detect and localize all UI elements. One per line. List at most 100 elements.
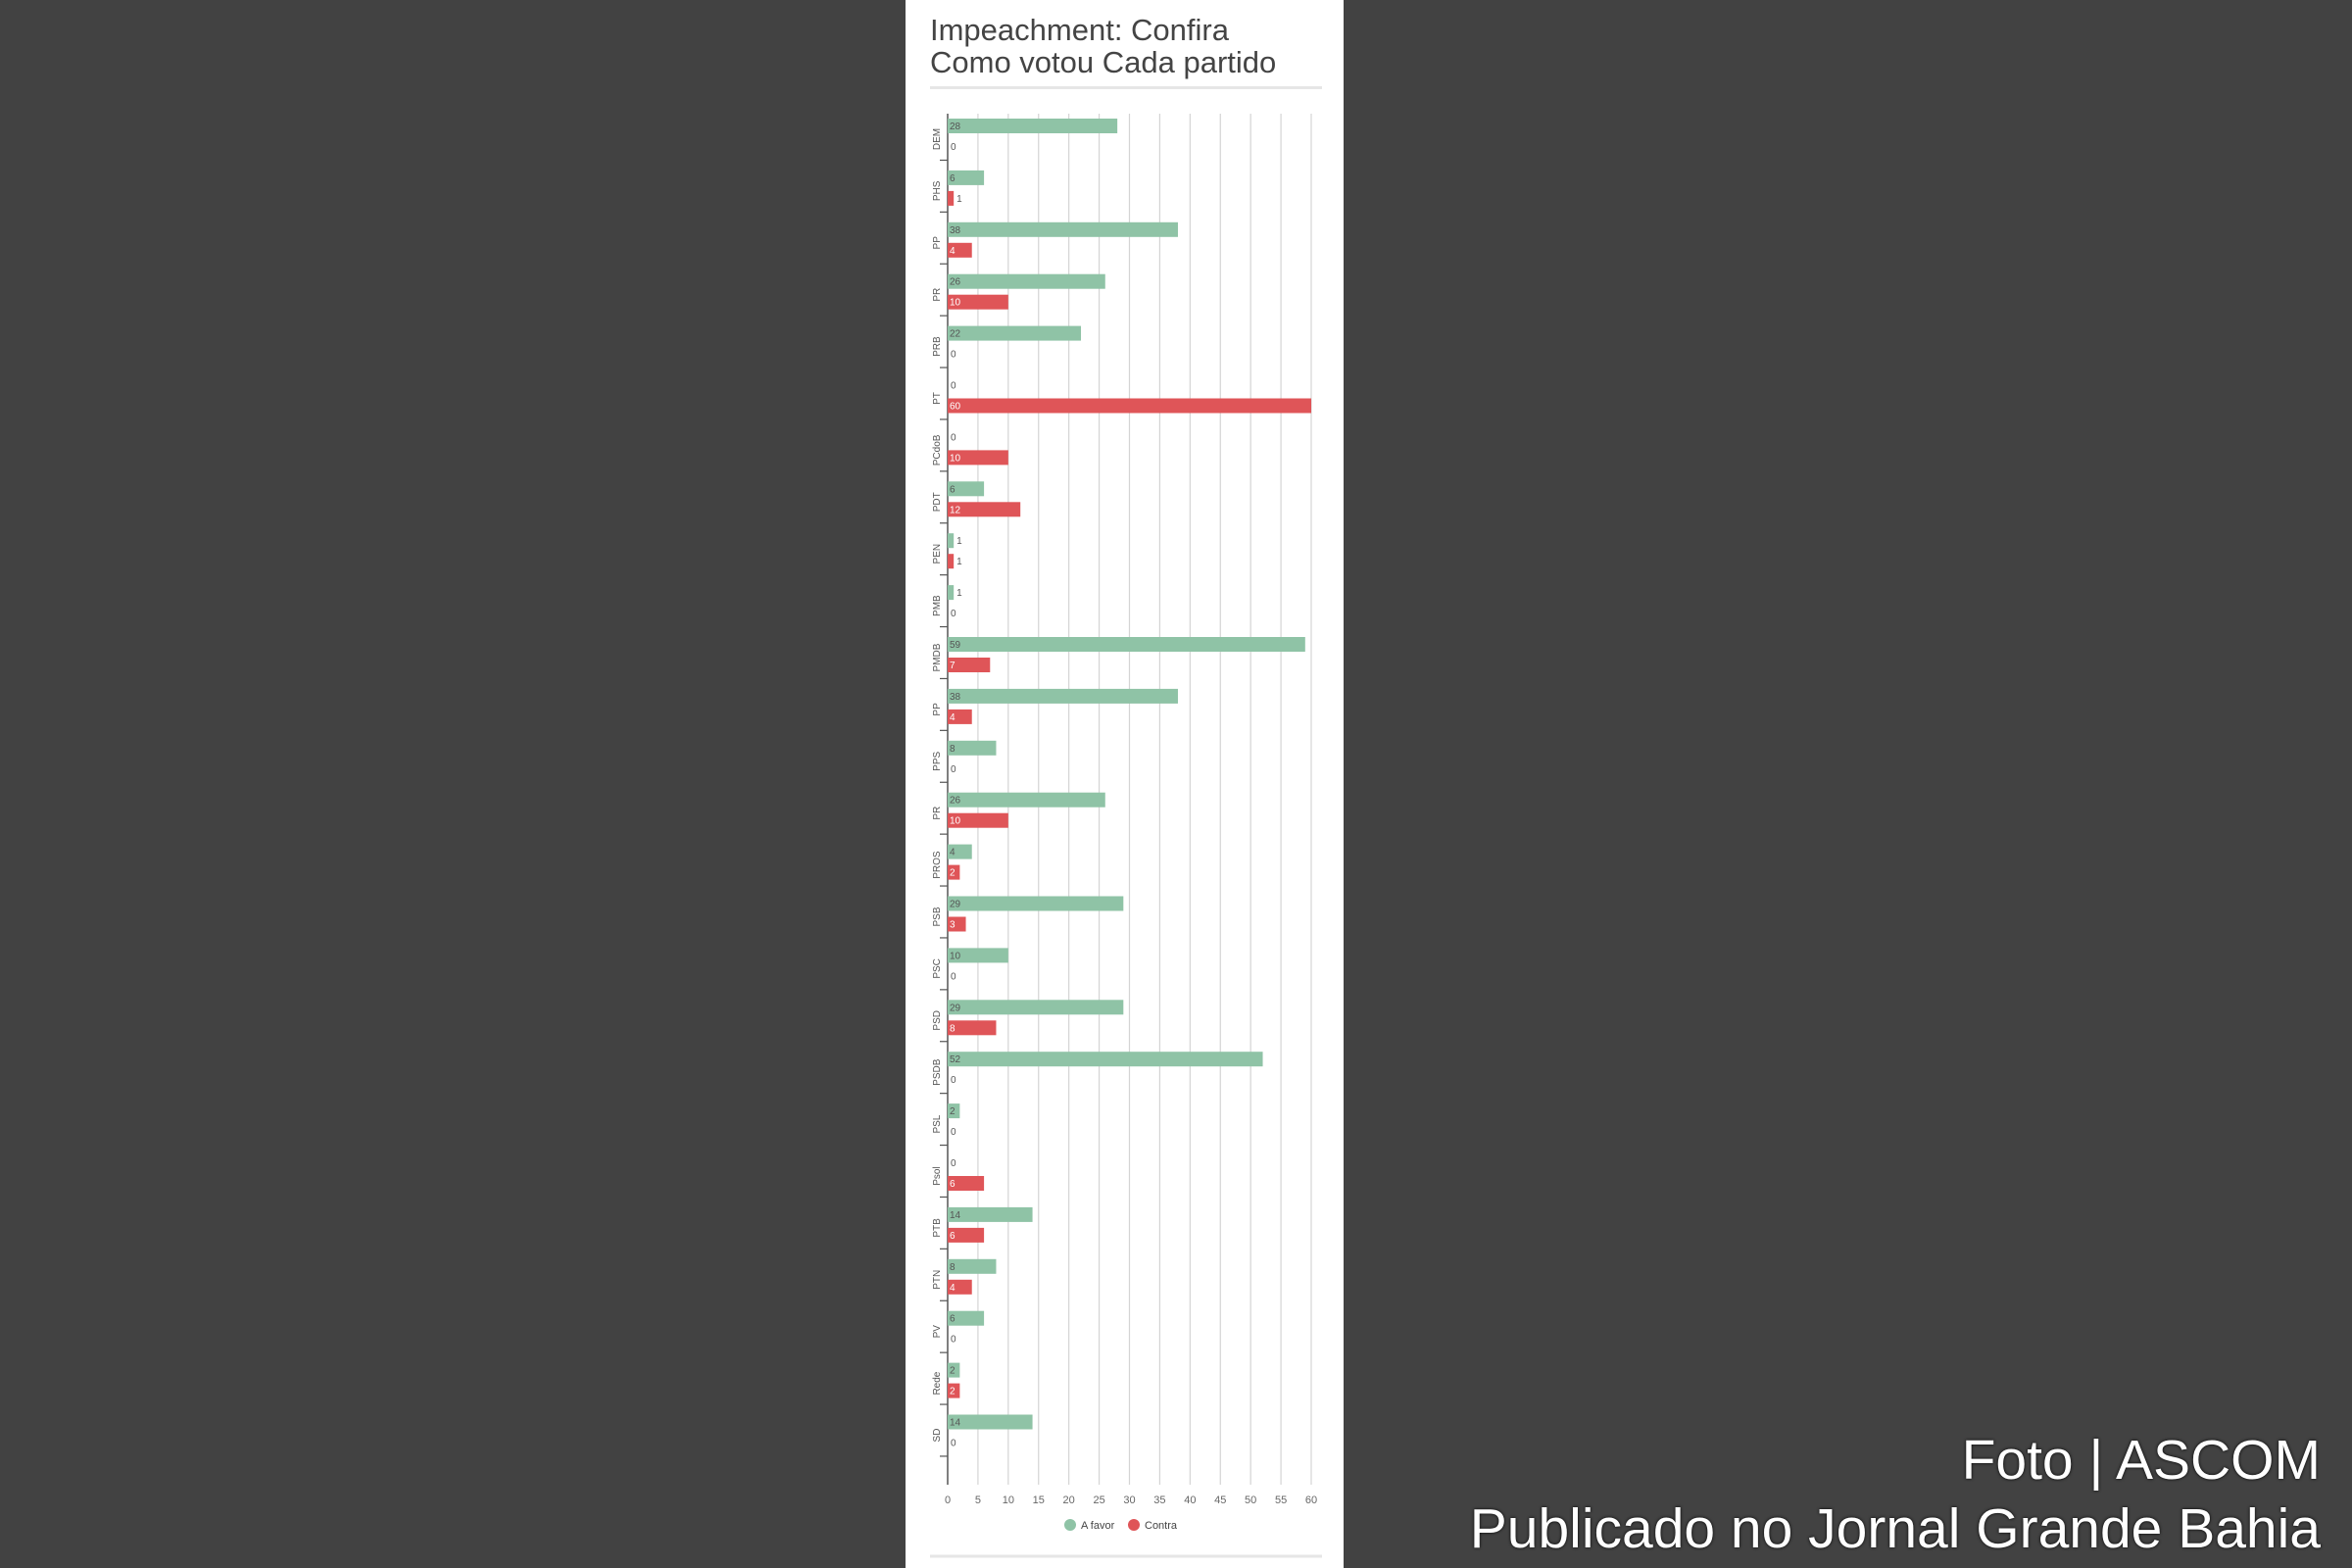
category-label: PT [932, 392, 943, 405]
data-label: 0 [951, 1075, 956, 1086]
category-label: PHS [932, 180, 943, 201]
data-label: 10 [950, 453, 961, 464]
x-tick-label: 5 [975, 1494, 981, 1506]
data-label: 26 [950, 277, 961, 288]
data-label: 6 [950, 484, 956, 495]
category-label: PP [932, 703, 943, 716]
data-label: 2 [950, 1106, 956, 1117]
data-label: 2 [950, 1366, 956, 1377]
data-label: 0 [951, 1158, 956, 1169]
bar-a-favor [948, 1103, 960, 1119]
bar-a-favor [948, 273, 1105, 289]
bar-contra [948, 1176, 985, 1191]
data-label: 4 [950, 848, 956, 858]
data-label: 2 [950, 1387, 956, 1397]
category-label: PR [932, 288, 943, 302]
x-tick-label: 15 [1033, 1494, 1045, 1506]
bar-contra [948, 554, 955, 569]
data-label: 0 [951, 609, 956, 619]
category-label: PSD [932, 1010, 943, 1031]
category-label: DEM [932, 128, 943, 150]
bar-a-favor [948, 533, 955, 549]
category-label: PPS [932, 751, 943, 770]
x-tick-label: 30 [1123, 1494, 1135, 1506]
data-label: 60 [950, 402, 961, 413]
bar-contra [948, 916, 966, 932]
data-label: 29 [950, 900, 961, 910]
data-label: 2 [950, 868, 956, 879]
category-label: PCdoB [932, 434, 943, 466]
data-label: 1 [956, 557, 962, 567]
data-label: 7 [950, 661, 956, 671]
data-label: 6 [950, 1314, 956, 1325]
data-label: 38 [950, 692, 961, 703]
bar-contra [948, 812, 1008, 828]
category-label: PMDB [932, 643, 943, 671]
data-label: 52 [950, 1054, 961, 1065]
data-label: 4 [950, 1283, 956, 1294]
x-tick-label: 20 [1063, 1494, 1075, 1506]
legend-label-contra: Contra [1145, 1520, 1178, 1532]
x-tick-label: 0 [945, 1494, 951, 1506]
bar-a-favor [948, 792, 1105, 808]
bar-a-favor [948, 740, 997, 756]
bar-a-favor [948, 1310, 985, 1326]
data-label: 0 [951, 432, 956, 443]
bar-contra [948, 1020, 997, 1036]
bar-contra [948, 1279, 972, 1295]
category-label: PSB [932, 906, 943, 926]
data-label: 6 [950, 1231, 956, 1242]
publication-credit: Publicado no Jornal Grande Bahia [1469, 1497, 2321, 1560]
data-label: 3 [950, 920, 956, 931]
x-tick-label: 60 [1305, 1494, 1317, 1506]
chart-title: Impeachment: Confira Como votou Cada par… [930, 14, 1276, 78]
category-label: PSC [932, 958, 943, 979]
x-tick-label: 35 [1153, 1494, 1165, 1506]
category-label: Psol [932, 1166, 943, 1185]
bar-contra [948, 658, 991, 672]
bar-a-favor [948, 688, 1178, 704]
bar-a-favor [948, 170, 985, 185]
data-label: 6 [950, 173, 956, 184]
bar-a-favor [948, 1414, 1033, 1430]
bar-a-favor [948, 1000, 1124, 1015]
category-label: PV [932, 1325, 943, 1339]
chart-title-line-1: Impeachment: Confira [930, 13, 1229, 47]
bar-contra [948, 450, 1008, 466]
x-tick-label: 10 [1003, 1494, 1014, 1506]
data-label: 10 [950, 816, 961, 827]
data-label: 26 [950, 796, 961, 807]
data-label: 59 [950, 640, 961, 651]
bar-a-favor [948, 221, 1178, 237]
data-label: 10 [950, 951, 961, 961]
bar-a-favor [948, 119, 1118, 133]
data-label: 1 [956, 588, 962, 599]
bar-a-favor [948, 844, 972, 859]
x-tick-label: 55 [1275, 1494, 1287, 1506]
legend-swatch-contra [1128, 1519, 1140, 1531]
category-label: PTB [932, 1218, 943, 1238]
data-label: 8 [950, 744, 956, 755]
data-label: 22 [950, 329, 961, 340]
legend-label-a-favor: A favor [1081, 1520, 1115, 1532]
data-label: 14 [950, 1210, 961, 1221]
bar-a-favor [948, 1362, 960, 1378]
bar-a-favor [948, 948, 1008, 963]
data-label: 8 [950, 1023, 956, 1034]
category-label: PRB [932, 336, 943, 357]
category-label: PP [932, 236, 943, 250]
bar-contra [948, 1227, 985, 1243]
chart-panel: Impeachment: Confira Como votou Cada par… [906, 0, 1344, 1568]
legend-swatch-a-favor [1064, 1519, 1076, 1531]
data-label: 1 [956, 194, 962, 205]
bar-chart: 0 5 10 15 20 25 30 35 40 45 50 55 60DEM280PHS61PP384… [930, 114, 1322, 1558]
x-tick-label: 50 [1245, 1494, 1256, 1506]
data-label: 14 [950, 1418, 961, 1429]
bar-a-favor [948, 1052, 1263, 1067]
data-label: 0 [951, 1127, 956, 1138]
category-label: PSDB [932, 1058, 943, 1086]
bar-contra [948, 190, 955, 206]
category-label: PSL [932, 1114, 943, 1133]
data-label: 28 [950, 122, 961, 132]
data-label: 1 [956, 536, 962, 547]
